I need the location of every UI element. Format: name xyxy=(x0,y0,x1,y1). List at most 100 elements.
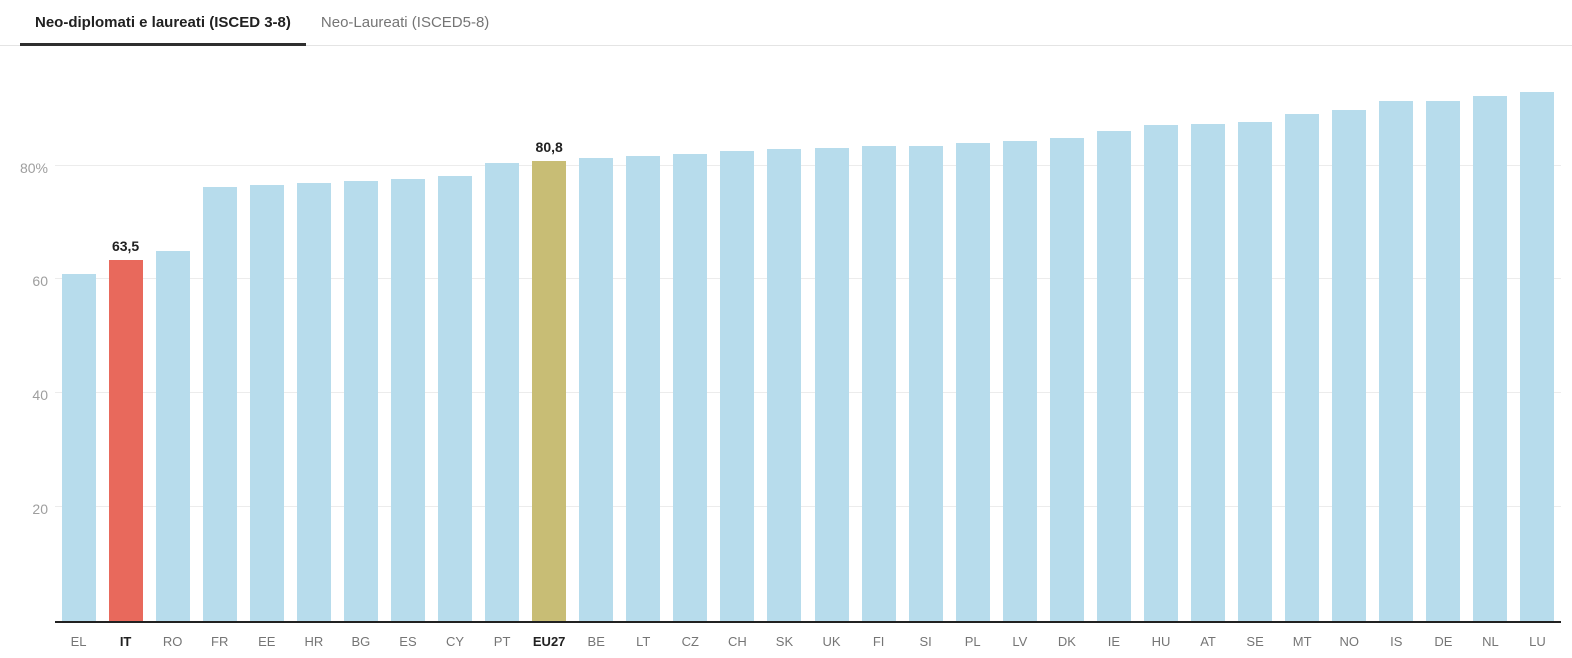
bar-DK[interactable] xyxy=(1049,137,1084,621)
bar-slot xyxy=(996,46,1043,621)
bar-RO[interactable] xyxy=(155,250,190,621)
x-tick-label-LV: LV xyxy=(1012,634,1028,649)
bar-IS[interactable] xyxy=(1379,101,1414,621)
bar-EL[interactable] xyxy=(61,273,96,621)
y-tick-label: 80% xyxy=(19,159,48,176)
bar-CZ[interactable] xyxy=(673,153,708,621)
bar-slot xyxy=(949,46,996,621)
bar-AT[interactable] xyxy=(1191,124,1226,621)
x-tick-label-CZ: CZ xyxy=(681,634,700,649)
bar-NL[interactable] xyxy=(1473,95,1508,621)
bar-slot xyxy=(1185,46,1232,621)
x-tick-label-DE: DE xyxy=(1434,634,1453,649)
tab-neo-laureati[interactable]: Neo-Laureati (ISCED5-8) xyxy=(306,0,504,45)
x-tick-label-EE: EE xyxy=(258,634,276,649)
x-tick-label-SK: SK xyxy=(775,634,794,649)
x-tick-label-FR: FR xyxy=(211,634,229,649)
x-tick-label-IE: IE xyxy=(1107,634,1121,649)
y-axis: 80% 60 40 20 xyxy=(0,46,48,623)
x-tick-label-SE: SE xyxy=(1246,634,1264,649)
y-tick-label: 40 xyxy=(32,387,48,404)
bar-slot xyxy=(1326,46,1373,621)
x-tick-label-IS: IS xyxy=(1390,634,1403,649)
bar-NO[interactable] xyxy=(1332,110,1367,621)
gridline-40 xyxy=(55,392,1561,394)
bar-value-label: 80,8 xyxy=(535,139,563,155)
bar-chart: 80% 60 40 20 63,5 80,8 EL IT RO FR EE HR BG ES CY PT E… xyxy=(0,46,1572,658)
x-tick-label-PL: PL xyxy=(964,634,981,649)
x-tick-label-EU27: EU27 xyxy=(532,634,566,649)
bar-slot: 63,5 xyxy=(102,46,149,621)
tab-label: Neo-Laureati (ISCED5-8) xyxy=(320,14,490,31)
bar-value-label: 63,5 xyxy=(111,237,140,254)
bar-FR[interactable] xyxy=(202,187,237,621)
x-tick-label-NO: NO xyxy=(1339,634,1359,649)
x-tick-label-HU: HU xyxy=(1151,634,1171,649)
bar-IT[interactable] xyxy=(108,259,143,621)
bar-slot xyxy=(55,46,102,621)
bar-FI[interactable] xyxy=(861,146,896,621)
bar-slot xyxy=(149,46,196,621)
bar-EU27[interactable] xyxy=(532,161,567,621)
x-axis: EL IT RO FR EE HR BG ES CY PT EU27 BE LT CZ CH SK UK FI SI… xyxy=(55,625,1561,658)
bar-PL[interactable] xyxy=(955,142,990,621)
bar-slot xyxy=(1279,46,1326,621)
bar-slot xyxy=(479,46,526,621)
tab-neo-diplomati-e-laureati[interactable]: Neo-diplomati e laureati (ISCED 3-8) xyxy=(20,0,306,46)
bar-slot xyxy=(573,46,620,621)
bar-slot xyxy=(1514,46,1561,621)
bar-BG[interactable] xyxy=(343,180,378,621)
bar-slot xyxy=(432,46,479,621)
bar-DE[interactable] xyxy=(1426,101,1461,621)
bar-slot: 80,8 xyxy=(526,46,573,621)
plot-area: 63,5 80,8 xyxy=(55,46,1561,623)
gridline-20 xyxy=(55,506,1561,508)
bar-HR[interactable] xyxy=(296,183,331,621)
bar-LV[interactable] xyxy=(1002,140,1037,621)
bar-UK[interactable] xyxy=(814,147,849,621)
x-tick-label-CH: CH xyxy=(728,634,747,649)
x-tick-label-BG: BG xyxy=(351,634,371,649)
x-tick-label-IT: IT xyxy=(119,634,132,649)
bar-slot xyxy=(808,46,855,621)
bar-EE[interactable] xyxy=(249,185,284,621)
bar-slot xyxy=(1090,46,1137,621)
bar-SE[interactable] xyxy=(1238,122,1273,621)
x-tick-label-CY: CY xyxy=(446,634,465,649)
x-tick-label-NL: NL xyxy=(1482,634,1499,649)
bar-HU[interactable] xyxy=(1143,125,1178,621)
bar-LT[interactable] xyxy=(626,156,661,621)
bar-CY[interactable] xyxy=(438,176,473,621)
bar-BE[interactable] xyxy=(579,158,614,621)
x-tick-label-LU: LU xyxy=(1529,634,1546,649)
x-tick-label-SI: SI xyxy=(919,634,932,649)
bar-PT[interactable] xyxy=(485,162,520,621)
bar-IE[interactable] xyxy=(1096,130,1131,621)
bar-slot xyxy=(1373,46,1420,621)
bar-slot xyxy=(290,46,337,621)
bar-LU[interactable] xyxy=(1520,92,1555,621)
bar-MT[interactable] xyxy=(1285,114,1320,621)
x-tick-label-UK: UK xyxy=(822,634,841,649)
bar-slot xyxy=(1043,46,1090,621)
gridline-60 xyxy=(55,278,1561,280)
bar-slot xyxy=(667,46,714,621)
x-tick-label-PT: PT xyxy=(493,634,511,649)
x-tick-label-RO: RO xyxy=(162,634,183,649)
bar-slot xyxy=(855,46,902,621)
bar-CH[interactable] xyxy=(720,150,755,621)
bar-slot xyxy=(1420,46,1467,621)
bar-slot xyxy=(1467,46,1514,621)
bar-SI[interactable] xyxy=(908,145,943,621)
bar-slot xyxy=(337,46,384,621)
bar-slot xyxy=(714,46,761,621)
tab-bar: Neo-diplomati e laureati (ISCED 3-8) Neo-… xyxy=(0,0,1572,46)
bar-ES[interactable] xyxy=(390,178,425,621)
bar-SK[interactable] xyxy=(767,149,802,621)
x-tick-label-LT: LT xyxy=(636,634,651,649)
bar-slot xyxy=(243,46,290,621)
bar-slot xyxy=(761,46,808,621)
bar-slot xyxy=(620,46,667,621)
x-tick-label-FI: FI xyxy=(872,634,885,649)
x-tick-label-DK: DK xyxy=(1057,634,1076,649)
